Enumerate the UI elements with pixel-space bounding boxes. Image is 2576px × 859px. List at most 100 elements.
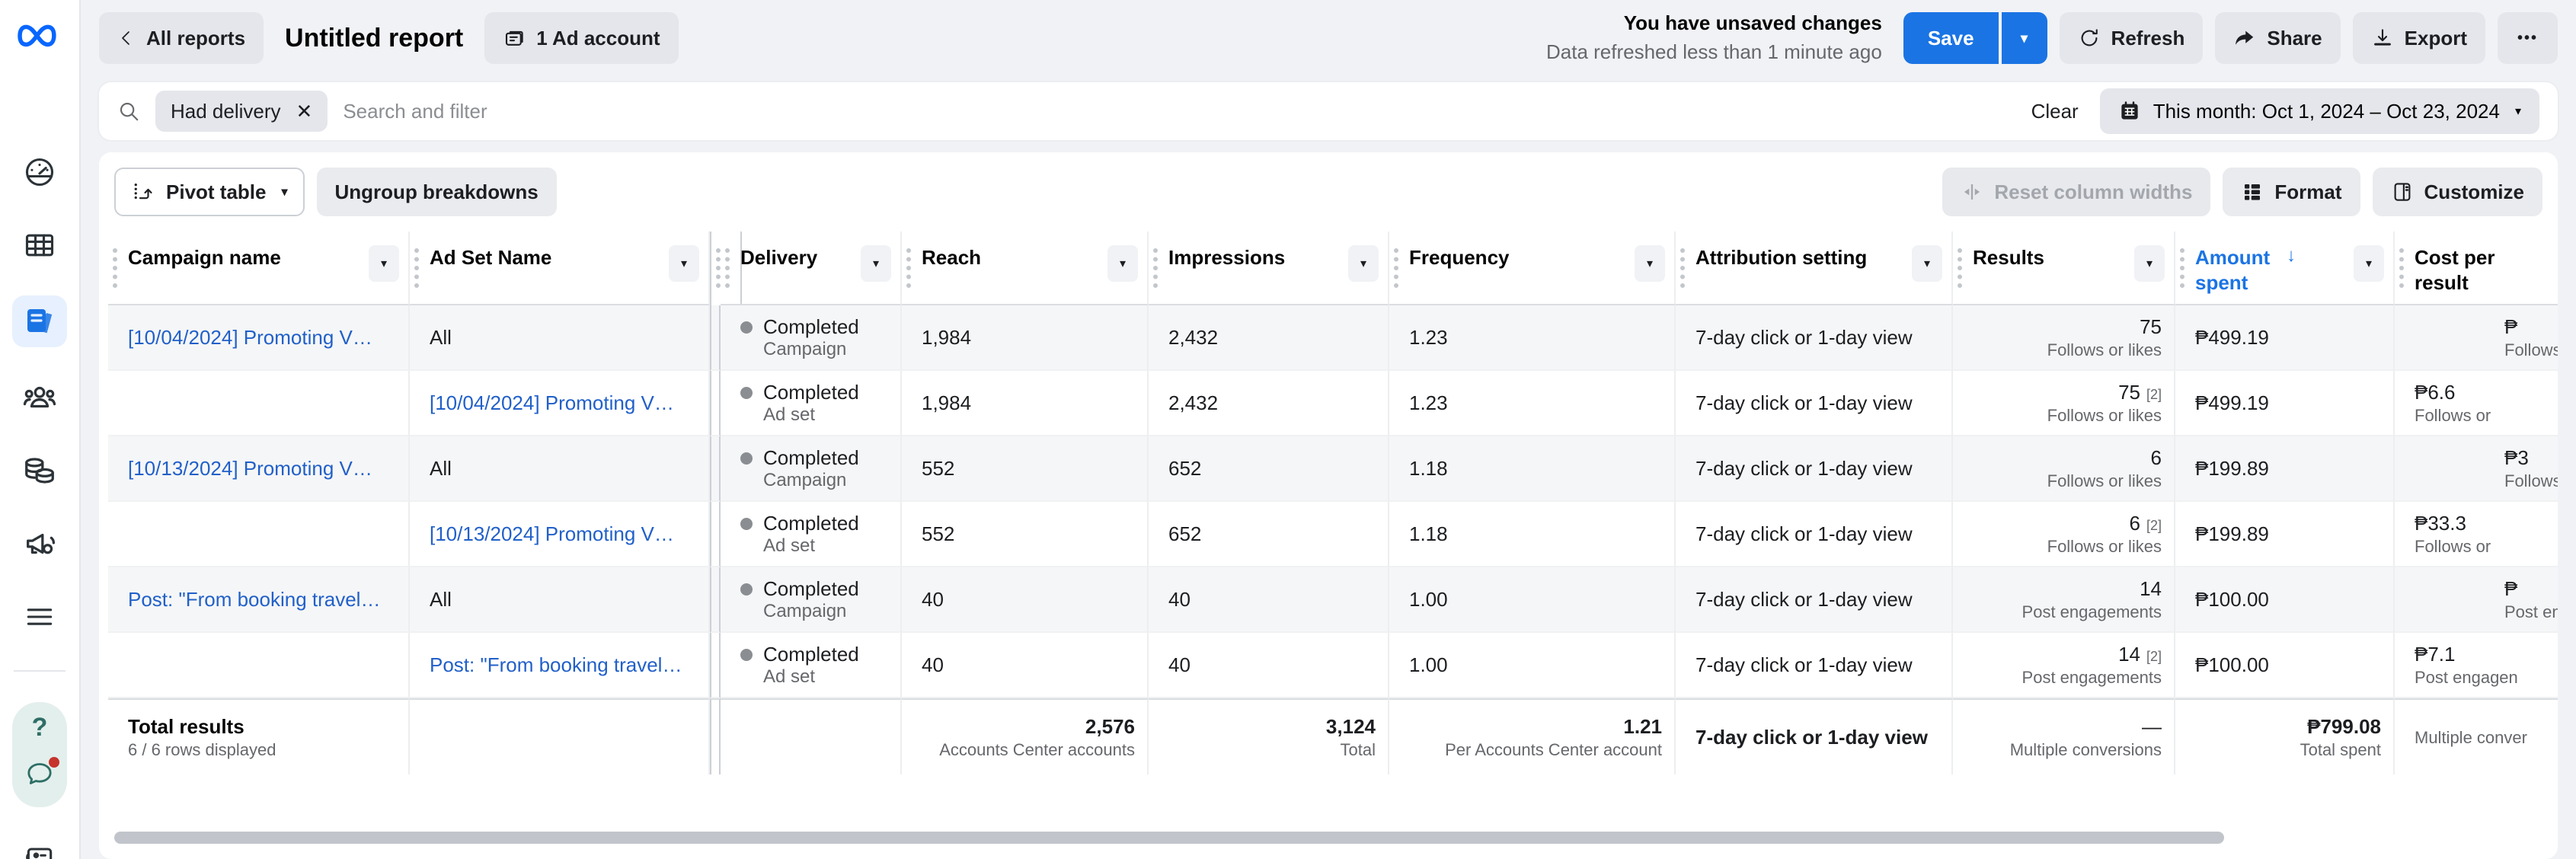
ad-account-button[interactable]: 1 Ad account (484, 12, 679, 64)
cell-reach: 40 (902, 567, 1149, 633)
adset-link[interactable]: [10/04/2024] Promoting V… (430, 391, 674, 414)
cell-delivery: Completed Campaign (721, 436, 902, 502)
notification-dot (49, 757, 59, 768)
cell-adset[interactable]: Post: "From booking travel… (410, 633, 710, 698)
refresh-button[interactable]: Refresh (2059, 12, 2204, 64)
column-menu-button[interactable]: ▾ (1635, 245, 1665, 282)
sidebar-divider (14, 670, 66, 672)
sort-desc-icon[interactable]: ↓ (2287, 245, 2296, 266)
all-reports-button[interactable]: All reports (99, 12, 264, 64)
more-options-button[interactable]: ••• (2497, 12, 2558, 64)
gauge-icon[interactable] (12, 149, 67, 195)
cell-impressions: 2,432 (1149, 305, 1389, 371)
view-type-dropdown[interactable]: Pivot table ▾ (114, 168, 305, 216)
total-amount: ₱799.08 (2307, 714, 2381, 738)
menu-icon[interactable] (12, 594, 67, 640)
table-wrap: Campaign name ▾ Ad Set Name ▾ Delivery ▾ Reach… (108, 232, 2558, 816)
share-button[interactable]: Share (2215, 12, 2341, 64)
column-menu-button[interactable]: ▾ (669, 245, 699, 282)
cell-impressions: 652 (1149, 436, 1389, 502)
table-icon[interactable] (12, 222, 67, 268)
reset-column-widths-button[interactable]: Reset column widths (1942, 168, 2211, 216)
delivery-status: Completed (763, 380, 859, 404)
cell-campaign (108, 371, 410, 436)
format-label: Format (2274, 180, 2342, 203)
meta-logo[interactable] (15, 18, 64, 52)
cell-cost-per-result: ₱ Follows or (2395, 305, 2558, 371)
filter-chip-had-delivery[interactable]: Had delivery ✕ (155, 91, 328, 132)
campaign-link[interactable]: [10/04/2024] Promoting V… (128, 325, 372, 349)
sidebar-nav: ? (12, 149, 67, 859)
help-icon[interactable]: ? (31, 713, 48, 742)
cell-campaign[interactable]: [10/13/2024] Promoting V… (108, 436, 410, 502)
results-footnote: [2] (2146, 517, 2162, 533)
reset-widths-icon (1964, 184, 1980, 200)
save-options-button[interactable]: ▾ (2001, 12, 2047, 64)
search-input[interactable]: Search and filter (343, 99, 487, 123)
cell-campaign[interactable]: Post: "From booking travel… (108, 567, 410, 633)
cell-adset[interactable]: [10/13/2024] Promoting V… (410, 502, 710, 567)
remove-filter-icon[interactable]: ✕ (296, 99, 313, 123)
column-label: Campaign name (128, 246, 281, 269)
cell-adset[interactable]: All (410, 567, 710, 633)
save-button[interactable]: Save (1903, 12, 1999, 64)
clear-filters-button[interactable]: Clear (2031, 99, 2079, 123)
cell-results: 75 [2] Follows or likes (1953, 371, 2175, 436)
cell-campaign[interactable]: [10/04/2024] Promoting V… (108, 305, 410, 371)
cost-value: ₱3 (2504, 445, 2529, 469)
column-menu-button[interactable]: ▾ (2134, 245, 2165, 282)
refresh-label: Refresh (2111, 26, 2185, 49)
results-value: 6 (2150, 445, 2162, 469)
delivery-level: Ad set (763, 666, 816, 687)
refresh-icon (2081, 29, 2098, 46)
delivery-status: Completed (763, 511, 859, 535)
cell-reach: 552 (902, 436, 1149, 502)
total-cell-amount: ₱799.08 Total spent (2175, 698, 2395, 774)
results-value: 75 (2140, 315, 2162, 338)
rows-displayed: 6 / 6 rows displayed (128, 739, 276, 759)
scrollbar-thumb[interactable] (114, 832, 2225, 844)
cost-value: ₱33.3 (2415, 511, 2466, 535)
total-cell-adset (410, 698, 710, 774)
reports-icon[interactable] (12, 295, 67, 347)
column-menu-button[interactable]: ▾ (2354, 245, 2384, 282)
frozen-column-divider (710, 698, 721, 774)
column-label: Reach (922, 246, 982, 269)
column-menu-button[interactable]: ▾ (861, 245, 891, 282)
coins-icon[interactable] (12, 448, 67, 493)
campaign-link[interactable]: Post: "From booking travel… (128, 587, 381, 611)
cell-cost-per-result: ₱ Post engagen (2395, 567, 2558, 633)
news-icon[interactable] (12, 835, 67, 859)
cell-adset[interactable]: All (410, 436, 710, 502)
format-button[interactable]: Format (2223, 168, 2360, 216)
column-menu-button[interactable]: ▾ (1107, 245, 1138, 282)
ungroup-breakdowns-button[interactable]: Ungroup breakdowns (316, 168, 557, 216)
status-dot (740, 321, 753, 334)
people-icon[interactable] (12, 375, 67, 420)
date-range-picker[interactable]: This month: Oct 1, 2024 – Oct 23, 2024 ▾ (2099, 88, 2539, 134)
campaign-link[interactable]: [10/13/2024] Promoting V… (128, 456, 372, 480)
customize-button[interactable]: Customize (2372, 168, 2542, 216)
cell-adset[interactable]: [10/04/2024] Promoting V… (410, 371, 710, 436)
top-bar: All reports Untitled report 1 Ad account… (81, 0, 2576, 76)
cell-results: 75 Follows or likes (1953, 305, 2175, 371)
cell-results: 14 Post engagements (1953, 567, 2175, 633)
results-value: 6 (2129, 511, 2140, 535)
export-label: Export (2404, 26, 2467, 49)
adset-link[interactable]: [10/13/2024] Promoting V… (430, 522, 674, 545)
megaphone-icon[interactable] (12, 521, 67, 567)
ellipsis-icon: ••• (2517, 29, 2538, 46)
chat-icon[interactable] (24, 757, 59, 795)
cell-attribution: 7-day click or 1-day view (1676, 436, 1953, 502)
cost-label: Post engagen (2415, 667, 2518, 687)
total-cell-delivery (721, 698, 902, 774)
total-frequency-label: Per Accounts Center account (1445, 739, 1662, 759)
delivery-status: Completed (763, 642, 859, 666)
results-label: Follows or likes (2047, 340, 2162, 359)
export-button[interactable]: Export (2352, 12, 2485, 64)
column-menu-button[interactable]: ▾ (1912, 245, 1942, 282)
cell-adset[interactable]: All (410, 305, 710, 371)
column-menu-button[interactable]: ▾ (369, 245, 399, 282)
adset-link[interactable]: Post: "From booking travel… (430, 653, 682, 676)
column-menu-button[interactable]: ▾ (1348, 245, 1379, 282)
